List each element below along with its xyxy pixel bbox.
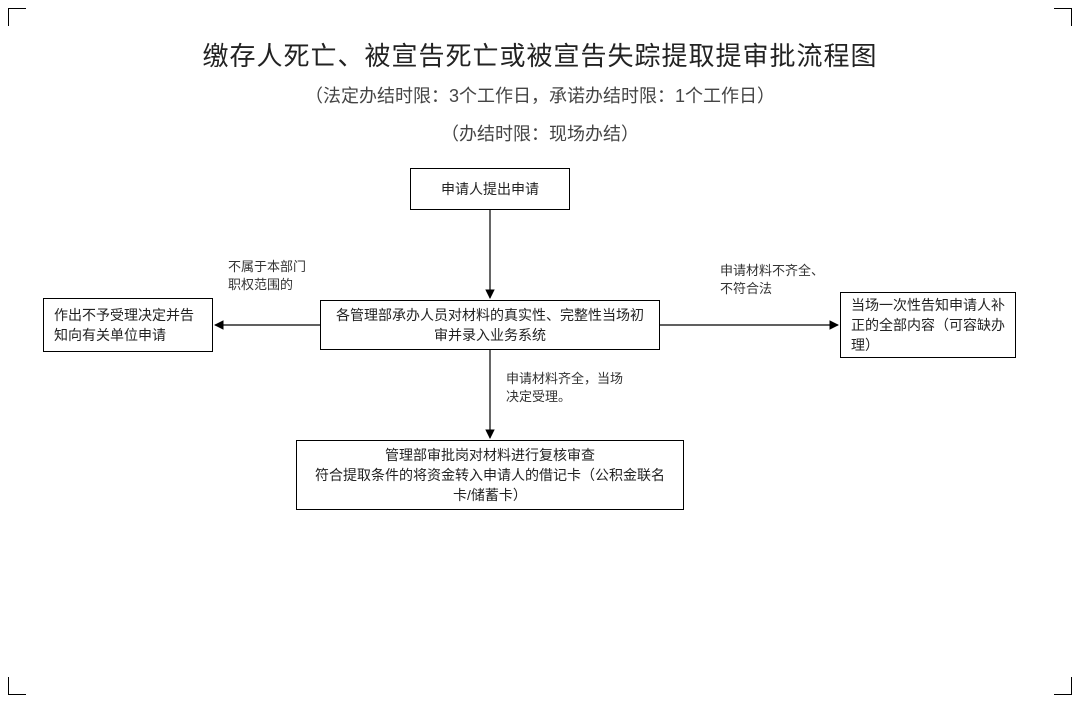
main-title: 缴存人死亡、被宣告死亡或被宣告失踪提取提审批流程图: [0, 36, 1080, 73]
node-start: 申请人提出申请: [410, 168, 570, 210]
node-final: 管理部审批岗对材料进行复核审查 符合提取条件的将资金转入申请人的借记卡（公积金联…: [296, 440, 684, 510]
node-review-text: 各管理部承办人员对材料的真实性、完整性当场初审并录入业务系统: [331, 305, 649, 346]
crop-mark-br: [1054, 677, 1072, 695]
crop-mark-bl: [8, 677, 26, 695]
node-notify: 当场一次性告知申请人补正的全部内容（可容缺办理）: [840, 292, 1016, 358]
node-review: 各管理部承办人员对材料的真实性、完整性当场初审并录入业务系统: [320, 300, 660, 350]
node-start-text: 申请人提出申请: [441, 179, 539, 199]
node-reject-text: 作出不予受理决定并告知向有关单位申请: [54, 305, 202, 346]
node-reject: 作出不予受理决定并告知向有关单位申请: [43, 298, 213, 352]
crop-mark-tl: [8, 8, 26, 26]
subtitle-2: （办结时限：现场办结）: [0, 120, 1080, 146]
node-final-text: 管理部审批岗对材料进行复核审查 符合提取条件的将资金转入申请人的借记卡（公积金联…: [307, 445, 673, 506]
edge-label-down2: 申请材料齐全，当场决定受理。: [506, 370, 626, 406]
crop-mark-tr: [1054, 8, 1072, 26]
edge-label-right: 申请材料不齐全、不符合法: [720, 262, 830, 298]
edge-label-left: 不属于本部门职权范围的: [228, 258, 316, 294]
node-notify-text: 当场一次性告知申请人补正的全部内容（可容缺办理）: [851, 295, 1005, 356]
subtitle-1: （法定办结时限：3个工作日，承诺办结时限：1个工作日）: [0, 82, 1080, 108]
